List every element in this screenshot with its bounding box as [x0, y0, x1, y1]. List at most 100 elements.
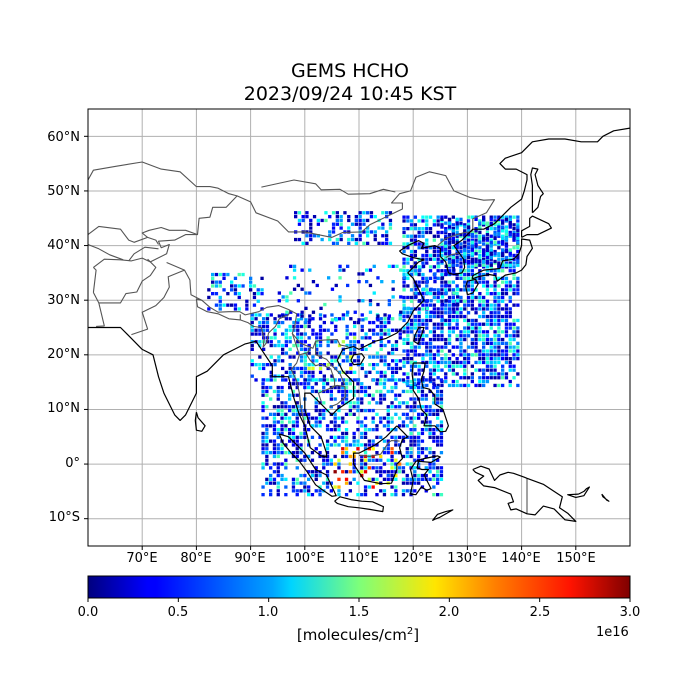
hcho-pixel	[356, 428, 360, 432]
hcho-pixel	[428, 227, 433, 231]
hcho-pixel	[459, 341, 463, 345]
hcho-pixel	[440, 257, 444, 261]
hcho-pixel	[288, 431, 292, 436]
hcho-pixel	[256, 292, 260, 296]
hcho-pixel	[406, 334, 410, 338]
hcho-pixel	[508, 299, 512, 303]
hcho-pixel	[256, 299, 260, 303]
hcho-pixel	[402, 272, 406, 277]
hcho-pixel	[314, 447, 318, 451]
hcho-pixel	[344, 481, 349, 485]
hcho-pixel	[402, 215, 406, 219]
hcho-pixel	[265, 363, 270, 367]
hcho-pixel	[432, 462, 436, 466]
hcho-pixel	[363, 389, 368, 394]
hcho-pixel	[417, 443, 421, 447]
hcho-pixel	[428, 466, 432, 470]
hcho-pixel	[451, 288, 455, 292]
hcho-pixel	[512, 269, 516, 273]
hcho-pixel	[497, 229, 501, 233]
hcho-pixel	[245, 299, 249, 303]
hcho-pixel	[391, 351, 395, 355]
hcho-pixel	[478, 257, 482, 261]
hcho-pixel	[417, 230, 421, 235]
hcho-pixel	[334, 318, 338, 322]
hcho-pixel	[409, 368, 414, 372]
hcho-pixel	[394, 397, 398, 401]
hcho-pixel	[497, 284, 501, 288]
hcho-pixel	[447, 337, 452, 342]
hcho-pixel	[347, 237, 351, 242]
hcho-pixel	[497, 357, 501, 361]
hcho-pixel	[512, 345, 516, 349]
hcho-pixel	[508, 233, 512, 237]
hcho-pixel	[516, 238, 520, 242]
hcho-pixel	[256, 288, 260, 292]
hcho-pixel	[394, 462, 398, 466]
hcho-pixel	[474, 368, 478, 372]
hcho-pixel	[489, 376, 493, 380]
hcho-pixel	[417, 382, 421, 386]
hcho-pixel	[344, 493, 349, 497]
hcho-pixel	[504, 307, 509, 311]
hcho-pixel	[497, 233, 501, 237]
hcho-pixel	[413, 349, 417, 353]
hcho-pixel	[280, 428, 284, 432]
hcho-pixel	[364, 347, 368, 351]
hcho-pixel	[417, 372, 421, 376]
hcho-pixel	[367, 485, 371, 489]
hcho-pixel	[304, 291, 308, 295]
hcho-pixel	[512, 246, 516, 250]
hcho-pixel	[516, 215, 520, 219]
hcho-pixel	[417, 234, 421, 238]
hcho-pixel	[399, 295, 403, 299]
hcho-pixel	[386, 412, 390, 416]
hcho-pixel	[497, 322, 501, 326]
hcho-pixel	[425, 314, 429, 319]
hcho-pixel	[375, 382, 379, 386]
hcho-pixel	[276, 493, 280, 497]
hcho-pixel	[421, 280, 425, 284]
hcho-pixel	[326, 366, 330, 371]
hcho-pixel	[291, 451, 296, 455]
hcho-pixel	[301, 218, 305, 223]
hcho-pixel	[383, 363, 387, 367]
hcho-pixel	[233, 288, 238, 292]
hcho-pixel	[250, 347, 254, 351]
hcho-pixel	[368, 355, 372, 359]
hcho-pixel	[497, 242, 501, 246]
hcho-pixel	[409, 462, 413, 466]
hcho-pixel	[478, 263, 482, 267]
hcho-pixel	[447, 303, 452, 307]
hcho-pixel	[314, 420, 318, 424]
hcho-pixel	[451, 280, 455, 284]
hcho-pixel	[371, 458, 375, 462]
hcho-pixel	[269, 473, 273, 478]
hcho-pixel	[326, 343, 330, 348]
colorbar-tick-label: 1.5	[348, 605, 370, 620]
hcho-pixel	[299, 435, 303, 439]
hcho-pixel	[307, 320, 311, 325]
hcho-pixel	[436, 223, 440, 227]
hcho-pixel	[474, 383, 478, 388]
hcho-pixel	[318, 420, 322, 424]
hcho-pixel	[349, 370, 353, 374]
hcho-pixel	[303, 320, 307, 325]
hcho-pixel	[421, 261, 425, 265]
colorbar-unit-label: [molecules/cm2]	[296, 626, 420, 644]
hcho-pixel	[383, 313, 387, 317]
hcho-pixel	[489, 269, 493, 273]
hcho-pixel	[261, 447, 265, 451]
hcho-pixel	[367, 443, 371, 447]
hcho-pixel	[357, 318, 361, 322]
hcho-pixel	[249, 280, 253, 284]
hcho-pixel	[341, 393, 345, 397]
hcho-pixel	[485, 257, 490, 261]
hcho-pixel	[269, 493, 273, 497]
hcho-pixel	[299, 481, 303, 485]
country-border	[328, 384, 346, 408]
hcho-pixel	[390, 477, 394, 481]
hcho-pixel	[439, 466, 444, 470]
hcho-pixel	[463, 330, 467, 334]
hcho-pixel	[303, 416, 307, 420]
